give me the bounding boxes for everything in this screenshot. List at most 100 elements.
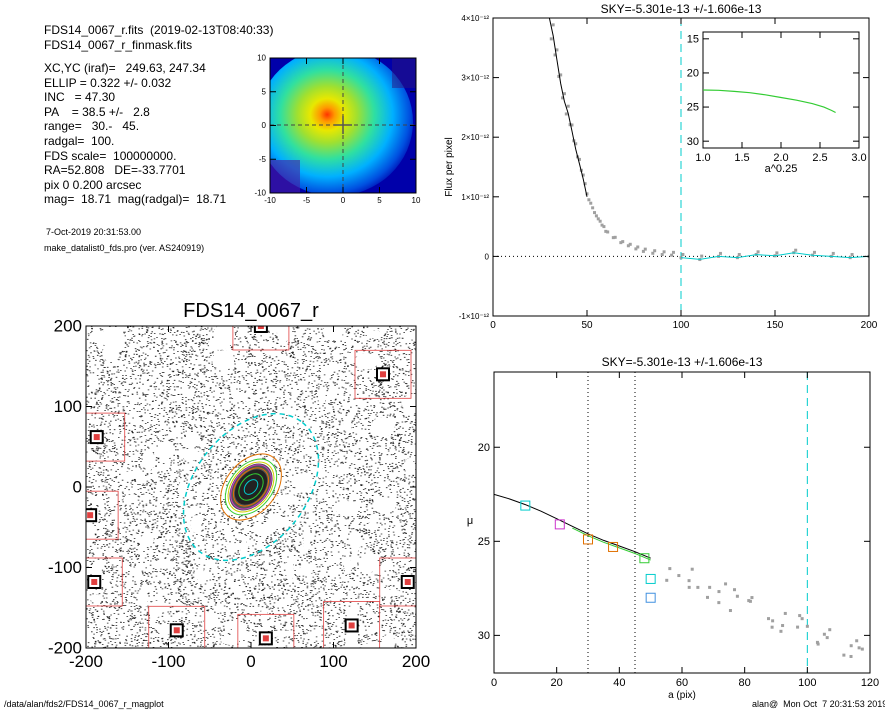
flux-point [775, 251, 779, 255]
inset-profile [702, 89, 836, 114]
mu-point [770, 625, 774, 629]
mu-marker [639, 553, 650, 564]
x-tick-label: 200 [402, 652, 430, 671]
param-line: ELLIP = 0.322 +/- 0.032 [44, 75, 172, 90]
x-tick-label: 100 [319, 652, 347, 671]
flux-point [628, 242, 632, 246]
mu-point [876, 662, 879, 665]
mu-point [800, 617, 804, 621]
isophote-ellipse [227, 461, 275, 513]
mask-hole [354, 352, 378, 370]
mask-hole [404, 458, 415, 474]
mu-point [855, 639, 859, 643]
mu-point [724, 582, 728, 586]
mu-profile-line [494, 493, 651, 559]
y-tick-label: 2×10⁻¹² [461, 133, 489, 142]
mask-box [354, 349, 412, 399]
x-tick-label: 20 [551, 677, 563, 689]
x-tick-label: -200 [69, 652, 103, 671]
mu-point [849, 654, 853, 658]
x-tick-label: 50 [581, 320, 593, 331]
mask-hole [344, 556, 352, 575]
isophote-ellipse [238, 473, 264, 501]
masked-star-core [348, 622, 355, 629]
flux-point [583, 182, 587, 186]
flux-point [831, 251, 835, 255]
param-line: PA = 38.5 +/- 2.8 [44, 104, 150, 119]
mask-hole [401, 394, 416, 413]
mask-box [86, 412, 126, 462]
flux-point [869, 252, 872, 255]
flux-point [557, 74, 561, 78]
flux-point [850, 252, 854, 256]
mu-point [747, 599, 751, 603]
y-tick-label: 10 [257, 54, 266, 63]
mu-point [815, 640, 819, 644]
mask-hole [343, 418, 352, 432]
mask-box [148, 605, 206, 648]
mu-point [668, 567, 672, 571]
flux-point [566, 104, 570, 108]
mu-point [849, 644, 853, 648]
mask-hole [318, 391, 326, 404]
mask-hole [360, 552, 378, 573]
mask-hole [183, 435, 202, 447]
flux-point [562, 92, 566, 96]
flux-point [548, 5, 551, 8]
mask-hole [151, 559, 176, 569]
mask-hole [370, 416, 395, 437]
mask-hole [102, 346, 116, 361]
mu-point [705, 595, 709, 599]
inset-xlabel: a^0.25 [765, 163, 798, 175]
flux-point [591, 206, 595, 210]
mask-hole [123, 470, 145, 479]
x-tick-label: 0 [490, 320, 496, 331]
flux-point [606, 230, 610, 234]
mask-hole [208, 337, 231, 350]
mu-point [708, 585, 712, 589]
mu-point [687, 579, 691, 583]
flux-point [619, 241, 623, 245]
mask-hole [366, 330, 383, 339]
x-tick-label: 100 [673, 320, 690, 331]
mask-hole [196, 564, 205, 585]
y-tick-label: -10 [254, 189, 266, 198]
mask-hole [177, 481, 187, 496]
mu-point [687, 585, 691, 589]
mask-hole [180, 450, 203, 461]
isophote-ellipse [220, 453, 282, 521]
mu-point [690, 567, 694, 571]
mu-point [828, 628, 832, 632]
flux-point [634, 247, 638, 251]
y-tick-label: 1×10⁻¹² [461, 193, 489, 202]
fits-filename: FDS14_0067_r.fits (2019-02-13T08:40:33) [44, 23, 274, 37]
mu-frame [493, 371, 871, 674]
y-tick-label: 20 [687, 68, 699, 80]
mask-hole [377, 589, 402, 597]
y-tick-label: 15 [687, 33, 699, 45]
mask-hole [345, 629, 358, 648]
y-tick-label: 5 [262, 87, 267, 96]
y-tick-label: -200 [48, 639, 82, 658]
mu-marker [554, 519, 565, 530]
mu-point [842, 653, 846, 657]
mask-hole [291, 473, 314, 490]
flux-point [794, 248, 798, 252]
x-tick-label: 10 [412, 196, 421, 205]
isophote-ellipse [232, 467, 270, 507]
mask-box [379, 557, 416, 607]
flux-point [561, 96, 565, 100]
x-tick-label: -5 [303, 196, 311, 205]
isophote-ellipse [230, 464, 272, 510]
mask-hole [251, 523, 275, 536]
x-tick-label: 80 [739, 677, 751, 689]
thumbnail-panel: -10 -5 0 5 10 -10 -5 0 5 10 [254, 54, 421, 205]
mask-hole [140, 534, 154, 546]
flux-point [611, 236, 615, 240]
flux-title: SKY=-5.301e-13 +/-1.606e-13 [601, 2, 762, 16]
mu-point [822, 632, 826, 636]
flux-point [594, 214, 598, 218]
mu-point [665, 578, 669, 582]
flux-point [555, 48, 559, 52]
x-tick-label: 60 [676, 677, 688, 689]
